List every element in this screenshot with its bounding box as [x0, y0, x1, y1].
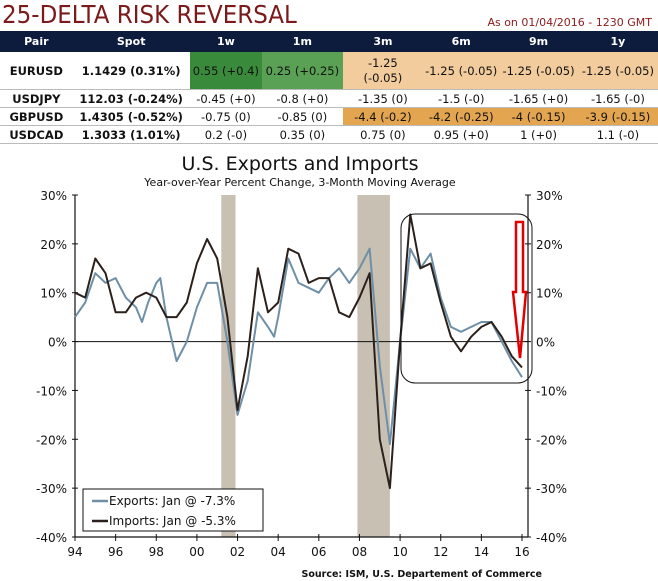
table-row: GBPUSD 1.4305 (-0.52%) -0.75 (0) -0.85 (0) -… — [0, 107, 658, 126]
y-tick-label-right: 20% — [536, 238, 563, 252]
tenor-cell: -1.25 (-0.05) — [342, 52, 424, 90]
y-tick-label: -20% — [36, 433, 67, 447]
x-tick-label: 04 — [271, 545, 286, 559]
x-tick-label: 16 — [514, 545, 529, 559]
pair-cell: GBPUSD — [0, 107, 73, 126]
y-tick-label-right: -20% — [536, 433, 567, 447]
tenor-cell: -3.9 (-0.15) — [577, 107, 658, 126]
recession-band — [221, 195, 236, 537]
column-header-spot: Spot — [72, 31, 190, 52]
x-tick-label: 94 — [67, 545, 82, 559]
x-tick-label: 96 — [108, 545, 123, 559]
spot-cell: 112.03 (-0.24%) — [72, 89, 190, 108]
x-tick-label: 10 — [392, 545, 407, 559]
chart-source: Source: ISM, U.S. Departement of Commerc… — [302, 569, 542, 580]
tenor-cell: 0.25 (+0.25) — [262, 52, 343, 90]
column-header-3m: 3m — [342, 31, 424, 52]
x-tick-label: 14 — [474, 545, 489, 559]
tenor-cell: -1.65 (+0) — [499, 89, 578, 108]
imports-line — [74, 213, 523, 490]
as-of-timestamp: As on 01/04/2016 - 1230 GMT — [487, 16, 652, 29]
tenor-cell: -0.75 (0) — [189, 107, 263, 126]
y-tick-label-right: -10% — [536, 384, 567, 398]
column-header-6m: 6m — [423, 31, 500, 52]
tenor-cell: 0.35 (0) — [262, 125, 343, 144]
y-tick-label-right: -40% — [536, 531, 567, 545]
y-tick-label: -10% — [36, 384, 67, 398]
table-row: USDJPY 112.03 (-0.24%) -0.45 (+0) -0.8 (+0)… — [0, 89, 658, 108]
y-tick-label: -40% — [36, 531, 67, 545]
risk-reversal-table: Pair Spot 1w 1m 3m 6m 9m 1y EURUSD 1.1429 (0.31%… — [0, 31, 658, 144]
table-row: USDCAD 1.3033 (1.01%) 0.2 (-0) 0.35 (0) 0.75… — [0, 125, 658, 144]
tenor-cell: -1.5 (-0) — [423, 89, 500, 108]
column-header-1w: 1w — [189, 31, 263, 52]
column-header-1y: 1y — [577, 31, 658, 52]
table-header-row: Pair Spot 1w 1m 3m 6m 9m 1y — [0, 31, 658, 52]
y-tick-label: 0% — [48, 336, 67, 350]
legend-label: Imports: Jan @ -5.3% — [109, 514, 236, 528]
tenor-cell: -1.25 (-0.05) — [499, 52, 578, 90]
x-tick-label: 02 — [230, 545, 245, 559]
pair-cell: EURUSD — [0, 52, 73, 90]
tenor-cell: -1.25 (-0.05) — [577, 52, 658, 90]
spot-cell: 1.4305 (-0.52%) — [72, 107, 190, 126]
spot-cell: 1.3033 (1.01%) — [72, 125, 190, 144]
tenor-cell: -4.2 (-0.25) — [423, 107, 500, 126]
x-tick-label: 06 — [311, 545, 326, 559]
x-tick-label: 98 — [149, 545, 164, 559]
legend-label: Exports: Jan @ -7.3% — [109, 494, 235, 508]
y-tick-label-right: -30% — [536, 482, 567, 496]
tenor-cell: 0.95 (+0) — [423, 125, 500, 144]
chart-subtitle: Year-over-Year Percent Change, 3-Month M… — [143, 176, 456, 189]
tenor-cell: -0.8 (+0) — [262, 89, 343, 108]
exports-imports-chart: U.S. Exports and Imports Year-over-Year … — [36, 153, 567, 580]
exports-line — [74, 247, 523, 446]
tenor-cell: 0.2 (-0) — [189, 125, 263, 144]
y-tick-label: 10% — [40, 287, 67, 301]
table-row: EURUSD 1.1429 (0.31%) 0.55 (+0.4) 0.25 (+0.… — [0, 52, 658, 90]
highlight-box — [400, 213, 533, 384]
y-tick-label: 20% — [40, 238, 67, 252]
recession-band — [357, 195, 390, 537]
chart-title: U.S. Exports and Imports — [182, 153, 419, 175]
tenor-cell: -1.35 (0) — [342, 89, 424, 108]
page-title: 25-DELTA RISK REVERSAL — [2, 0, 297, 29]
down-arrow-icon — [511, 220, 528, 359]
x-tick-label: 12 — [433, 545, 448, 559]
tenor-cell: -0.85 (0) — [262, 107, 343, 126]
tenor-cell: 0.75 (0) — [342, 125, 424, 144]
tenor-cell: -1.65 (-0) — [577, 89, 658, 108]
tenor-cell: -4.4 (-0.2) — [342, 107, 424, 126]
tenor-cell: 1.1 (-0) — [577, 125, 658, 144]
legend — [82, 488, 264, 532]
pair-cell: USDJPY — [0, 89, 73, 108]
tenor-cell: -0.45 (+0) — [189, 89, 263, 108]
spot-cell: 1.1429 (0.31%) — [72, 52, 190, 90]
x-tick-label: 00 — [189, 545, 204, 559]
tenor-cell: 0.55 (+0.4) — [189, 52, 263, 90]
column-header-1m: 1m — [262, 31, 343, 52]
y-tick-label-right: 30% — [536, 189, 563, 203]
y-tick-label-right: 10% — [536, 287, 563, 301]
pair-cell: USDCAD — [0, 125, 73, 144]
x-tick-label: 08 — [352, 545, 367, 559]
column-header-9m: 9m — [499, 31, 578, 52]
y-tick-label-right: 0% — [536, 336, 555, 350]
y-tick-label: -30% — [36, 482, 67, 496]
tenor-cell: -4 (-0.15) — [499, 107, 578, 126]
tenor-cell: -1.25 (-0.05) — [423, 52, 500, 90]
y-tick-label: 30% — [40, 189, 67, 203]
column-header-pair: Pair — [0, 31, 73, 52]
tenor-cell: 1 (+0) — [499, 125, 578, 144]
